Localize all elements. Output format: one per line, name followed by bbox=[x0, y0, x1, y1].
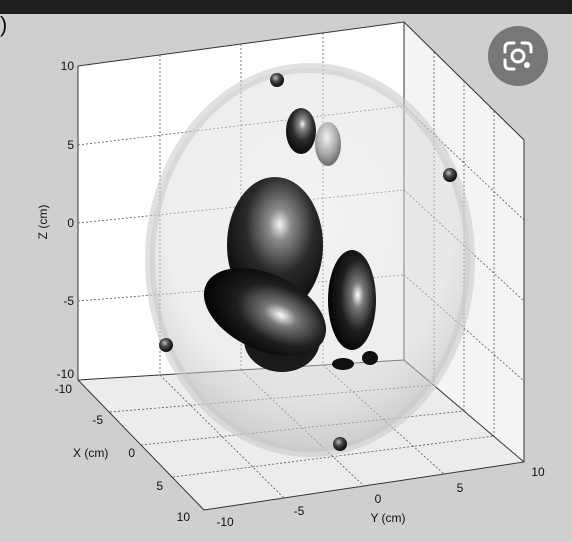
panel-label: ) bbox=[0, 12, 8, 37]
electrode-ball-top bbox=[270, 73, 284, 87]
x-tick-label: 0 bbox=[128, 446, 135, 460]
y-tick-label: 10 bbox=[531, 465, 545, 479]
small-light-ellipsoid bbox=[315, 122, 341, 166]
small-dark-ellipsoid bbox=[286, 108, 316, 154]
y-ticks: -10 -5 0 5 10 bbox=[216, 465, 545, 529]
x-tick-label: 5 bbox=[156, 479, 163, 493]
x-tick-label: 10 bbox=[177, 510, 191, 524]
y-axis-label: Y (cm) bbox=[370, 511, 405, 525]
y-tick-label: 5 bbox=[457, 481, 464, 495]
top-bar bbox=[0, 0, 572, 14]
electrode-ball-left bbox=[159, 338, 173, 352]
z-tick-label: -5 bbox=[63, 294, 74, 308]
y-tick-label: -10 bbox=[216, 515, 234, 529]
google-lens-icon bbox=[503, 41, 533, 71]
x-axis-label: X (cm) bbox=[73, 446, 108, 460]
x-tick-label: -10 bbox=[55, 382, 73, 396]
electrode-ball-right bbox=[443, 168, 457, 182]
electrode-ball-bottom bbox=[333, 437, 347, 451]
z-tick-label: 0 bbox=[67, 216, 74, 230]
z-axis-label: Z (cm) bbox=[36, 205, 50, 240]
y-tick-label: 0 bbox=[375, 492, 382, 506]
tiny-ellipsoid-right bbox=[362, 351, 378, 365]
y-tick-label: -5 bbox=[294, 504, 305, 518]
right-ellipsoid bbox=[328, 250, 376, 350]
x-ticks: -10 -5 0 5 10 bbox=[55, 382, 191, 524]
z-ticks: 10 5 0 -5 -10 bbox=[57, 59, 75, 381]
z-tick-label: -10 bbox=[57, 367, 75, 381]
tiny-ellipsoid-left bbox=[332, 358, 354, 370]
z-tick-label: 10 bbox=[61, 59, 75, 73]
x-tick-label: -5 bbox=[92, 413, 103, 427]
google-lens-button[interactable] bbox=[488, 26, 548, 86]
z-tick-label: 5 bbox=[67, 138, 74, 152]
tilted-ellipsoid bbox=[203, 267, 327, 357]
